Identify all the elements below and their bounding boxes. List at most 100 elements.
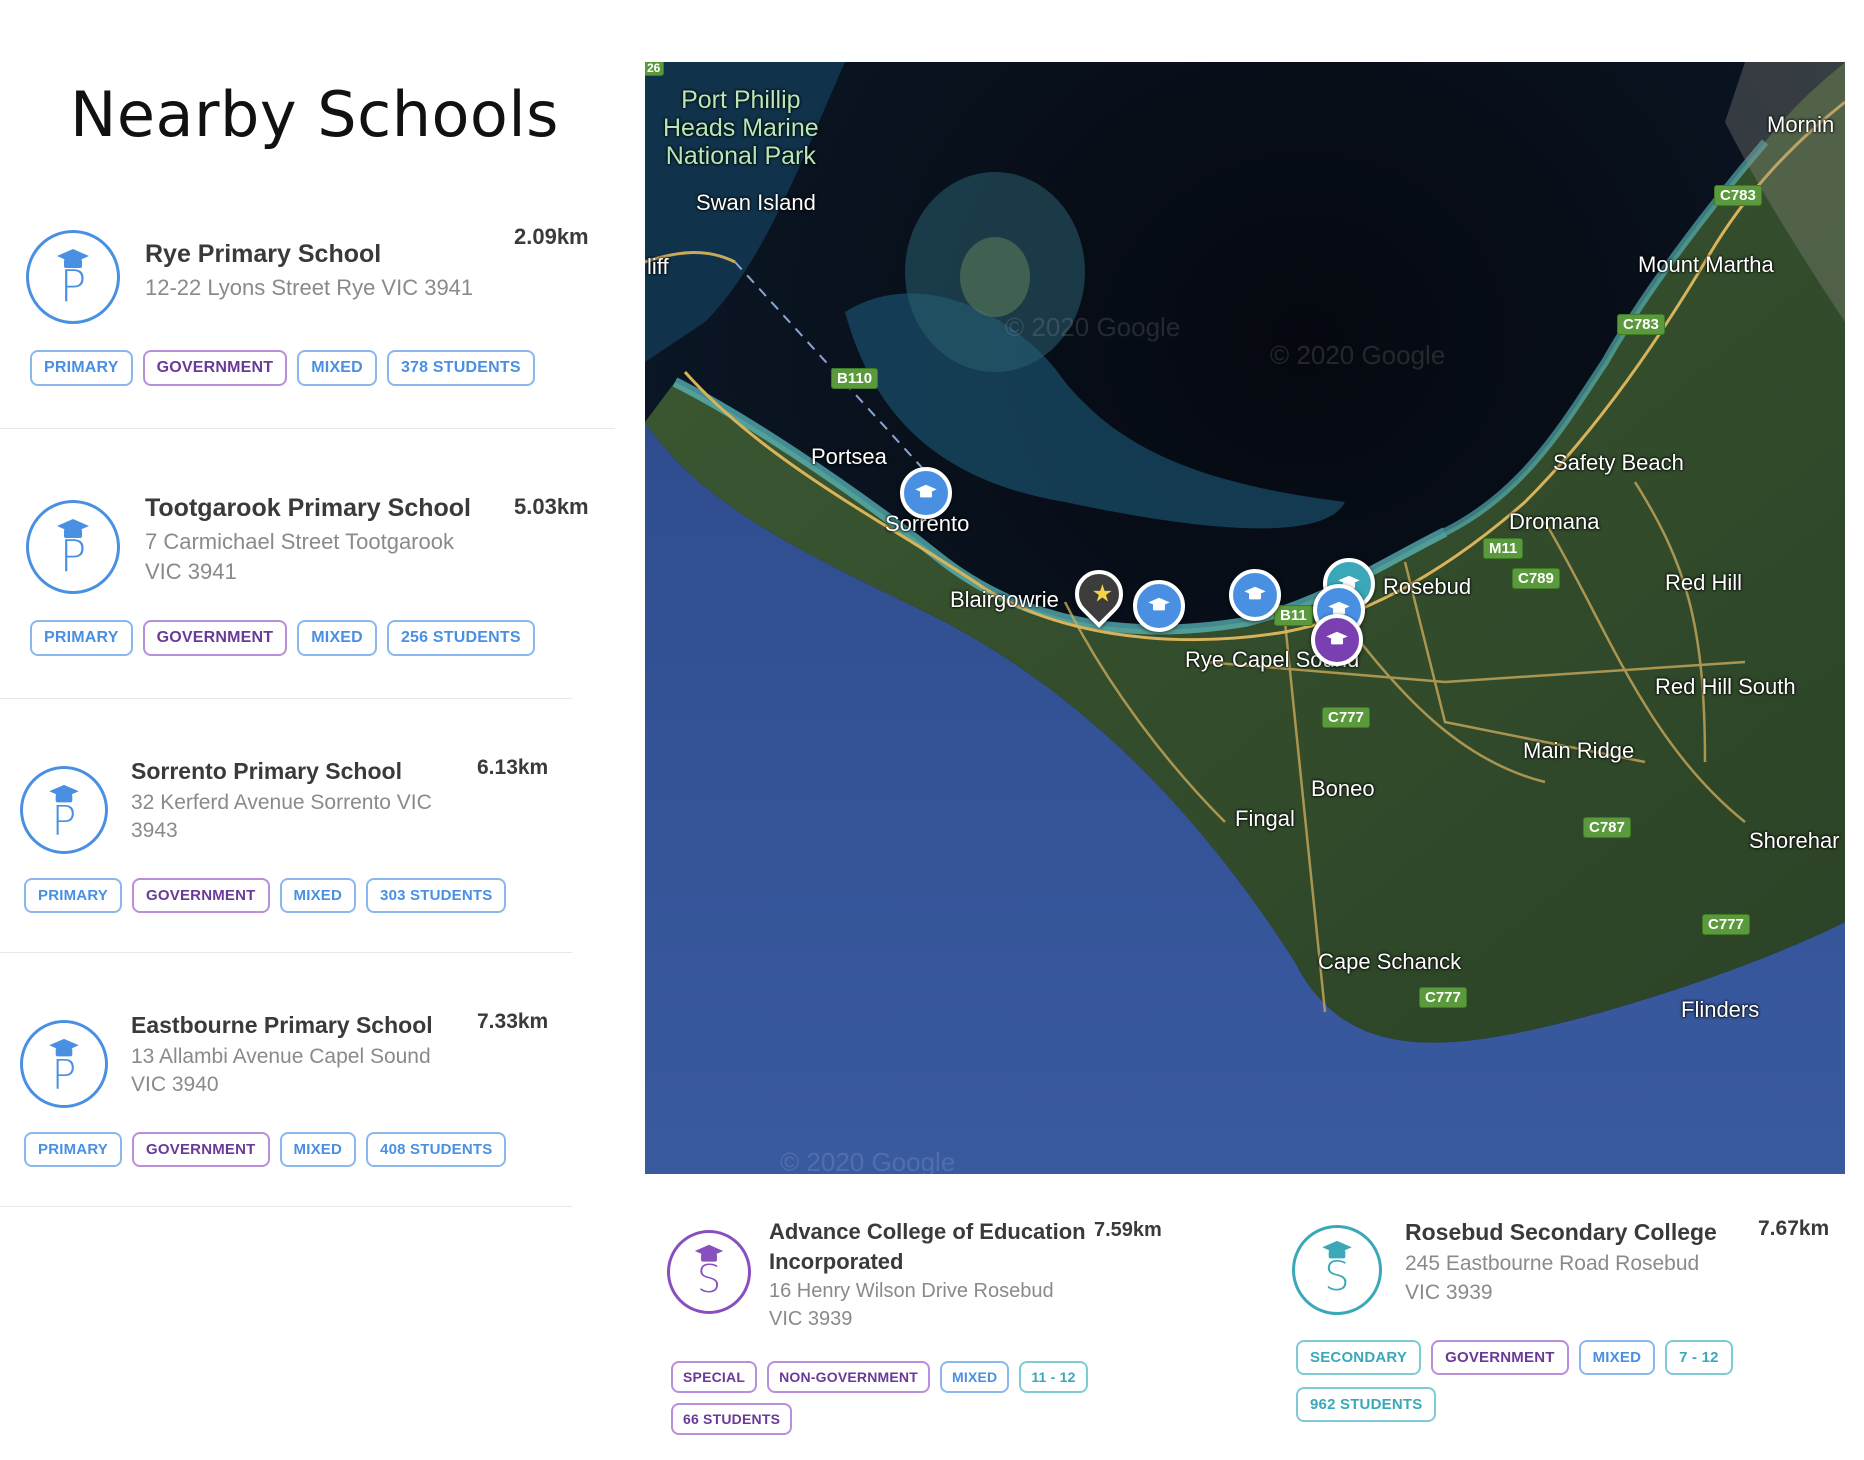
map-label-cape-schanck: Cape Schanck [1318,949,1462,974]
school-name[interactable]: Rosebud Secondary College [1405,1219,1717,1245]
school-address-line2: VIC 3940 [131,1073,219,1096]
road-shield: C789 [1512,568,1560,589]
school-distance: 7.33km [477,1010,549,1033]
map-label-swan-island: Swan Island [696,190,816,215]
map-label-rye: Rye [1185,647,1225,672]
map-label-red-hill: Red Hill [1665,570,1743,595]
tag-students: 256 STUDENTS [386,620,535,656]
tag-level: PRIMARY [30,350,133,386]
tag-students: 303 STUDENTS [366,878,507,913]
school-name-line2[interactable]: Incorporated [769,1249,904,1274]
school-map[interactable]: © 2020 Google © 2020 Google © 2020 Googl… [645,62,1845,1174]
school-card-rosebud-secondary[interactable]: S Rosebud Secondary College 245 Eastbour… [1290,1215,1850,1450]
road-shield: C777 [1322,707,1370,728]
road-shield: C777 [1419,987,1467,1008]
map-label-main-ridge: Main Ridge [1523,738,1635,763]
school-type-letter: P [59,531,87,582]
map-watermark: © 2020 Google [780,1147,956,1174]
map-label-blairgowrie: Blairgowrie [950,587,1059,612]
school-type-letter: S [696,1257,722,1301]
tag-sector: GOVERNMENT [132,878,270,913]
school-distance: 7.67km [1758,1217,1830,1240]
tag-sector: NON-GOVERNMENT [767,1361,930,1393]
school-name[interactable]: Eastbourne Primary School [131,1012,433,1038]
graduation-cap-icon [1244,586,1266,600]
school-type-letter: P [59,261,87,312]
map-marker-tootgarook-school[interactable] [1229,569,1281,621]
school-address: 12-22 Lyons Street Rye VIC 3941 [145,275,474,300]
graduation-cap-icon [49,1038,79,1057]
school-tags: PRIMARY GOVERNMENT MIXED 256 STUDENTS [30,620,535,656]
school-address-line1: 32 Kerferd Avenue Sorrento VIC [131,791,432,814]
map-marker-rye-school[interactable] [1133,580,1185,632]
road-shield: C783 [1617,314,1665,335]
map-label-shoreham: Shorehar [1749,828,1840,853]
map-edge-number: 26 [645,62,665,76]
tag-sector: GOVERNMENT [142,350,288,386]
map-watermark: © 2020 Google [1270,340,1446,370]
school-address-line2: 3943 [131,819,178,842]
graduation-cap-icon [57,249,89,268]
tag-years: 11 - 12 [1019,1361,1088,1393]
tag-gender: MIXED [1578,1340,1656,1375]
tag-level: SPECIAL [671,1361,758,1393]
map-label-fingal: Fingal [1235,806,1295,831]
map-label-cliff: liff [647,254,669,279]
tag-gender: MIXED [279,1132,357,1167]
school-distance: 7.59km [1094,1219,1162,1241]
graduation-cap-icon [49,784,79,803]
school-name-line1[interactable]: Advance College of Education [769,1219,1086,1244]
school-name[interactable]: Sorrento Primary School [131,758,402,784]
map-label-red-hill-south: Red Hill South [1655,674,1796,699]
tag-gender: MIXED [297,350,377,386]
tag-gender: MIXED [297,620,377,656]
graduation-cap-icon [1326,631,1348,645]
school-address-line1: 245 Eastbourne Road Rosebud [1405,1252,1700,1275]
divider [0,952,572,953]
school-name[interactable]: Rye Primary School [145,240,382,268]
school-tags: PRIMARY GOVERNMENT MIXED 303 STUDENTS [24,878,507,913]
map-marker-sorrento-school[interactable] [900,467,952,519]
school-distance: 6.13km [477,756,549,779]
graduation-cap-icon [57,519,89,538]
tag-level: SECONDARY [1296,1340,1422,1375]
school-type-letter: S [1324,1254,1350,1300]
tag-students: 962 STUDENTS [1296,1387,1437,1422]
school-card-advance-college[interactable]: S Advance College of Education Incorpora… [665,1215,1185,1450]
star-icon: ★ [1091,579,1114,608]
tag-sector: GOVERNMENT [142,620,288,656]
tag-gender: MIXED [940,1361,1010,1393]
school-name[interactable]: Tootgarook Primary School [145,494,471,522]
divider [0,1206,572,1207]
divider [0,698,572,699]
tag-level: PRIMARY [24,1132,123,1167]
tag-students: 378 STUDENTS [386,350,535,386]
school-card-tootgarook[interactable]: P Tootgarook Primary School 7 Carmichael… [0,490,600,700]
map-label-safety-beach: Safety Beach [1553,450,1684,475]
map-label-park: Port Phillip Heads Marine National Park [663,86,819,170]
school-card-rye[interactable]: P Rye Primary School 12-22 Lyons Street … [0,220,615,430]
school-address-line2: VIC 3939 [769,1308,853,1330]
map-label-rosebud: Rosebud [1383,574,1472,599]
school-distance: 2.09km [514,224,589,249]
road-shield: C783 [1714,185,1762,206]
map-label-flinders: Flinders [1681,997,1760,1022]
graduation-cap-icon [915,484,937,498]
school-distance: 5.03km [514,494,589,519]
school-tags: SPECIAL NON-GOVERNMENT MIXED 11 - 12 66 … [671,1361,1151,1435]
divider [0,428,615,429]
map-label-dromana: Dromana [1509,509,1600,534]
school-card-eastbourne[interactable]: P Eastbourne Primary School 13 Allambi A… [0,1010,600,1210]
tag-students: 66 STUDENTS [671,1403,793,1435]
school-address-line1: 13 Allambi Avenue Capel Sound [131,1045,431,1068]
school-tags: PRIMARY GOVERNMENT MIXED 408 STUDENTS [24,1132,507,1167]
school-tags: SECONDARY GOVERNMENT MIXED 7 - 12 962 ST… [1296,1340,1776,1422]
tag-level: PRIMARY [24,878,123,913]
road-shield: C787 [1583,817,1631,838]
road-shield: B110 [831,368,879,389]
school-address-line2: VIC 3939 [1405,1281,1493,1304]
primary-school-icon: P [26,230,120,324]
road-shield: C777 [1702,914,1750,935]
school-card-sorrento[interactable]: P Sorrento Primary School 32 Kerferd Ave… [0,756,600,956]
map-marker-special-school[interactable] [1311,614,1363,666]
